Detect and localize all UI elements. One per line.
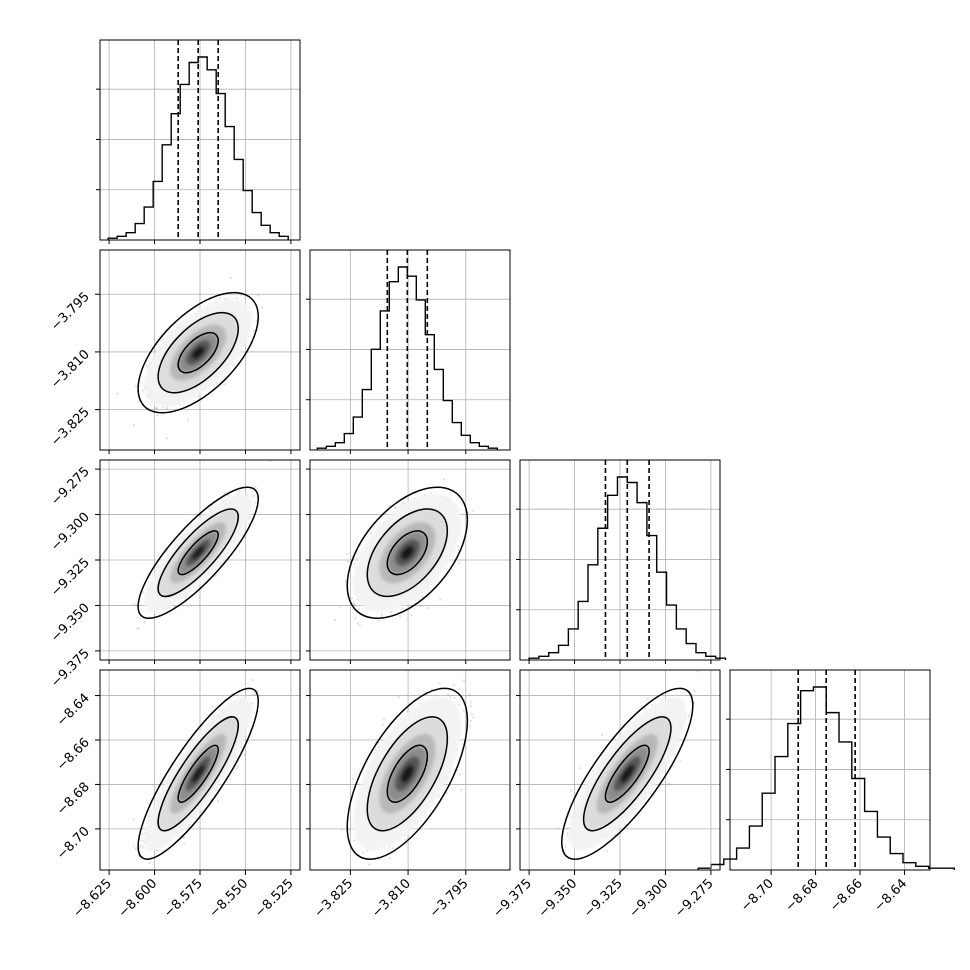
xtick-label-2-4: −9.275	[672, 876, 717, 921]
xtick-label-3-0: −8.70	[738, 876, 777, 915]
contour-3-2-1	[582, 716, 672, 832]
contour-3-0-0	[177, 744, 219, 803]
ytick-label-2-2: −9.325	[48, 555, 93, 600]
ytick-label-3-1: −8.68	[54, 780, 93, 819]
xtick-label-3-2: −8.66	[827, 876, 866, 915]
histogram-panel-1	[306, 249, 511, 451]
contour-3-0-1	[157, 716, 239, 832]
density-fill-2-1-5	[401, 546, 414, 560]
density-fill-3-1-5	[401, 765, 414, 783]
contour-3-0-2	[137, 687, 259, 860]
ytick-label-1-0: −3.825	[48, 405, 93, 450]
density-panel-1-0	[99, 249, 301, 451]
xtick-label-0-1: −8.600	[116, 876, 161, 921]
contour-1-0-2	[137, 291, 259, 414]
xtick-label-2-1: −9.350	[536, 876, 581, 921]
xtick-label-2-2: −9.325	[581, 876, 626, 921]
ytick-label-1-1: −3.810	[48, 347, 93, 392]
density-panel-2-1	[309, 459, 511, 661]
density-panel-3-0	[99, 669, 301, 871]
contour-3-1-0	[386, 744, 429, 803]
contour-3-1-2	[346, 687, 469, 860]
contour-3-2-2	[560, 687, 694, 860]
contour-3-1-1	[366, 716, 449, 832]
panels: −8.625 −8.600 −8.575 −8.550 −8.525 −3.825 −3.8…	[48, 39, 955, 921]
xtick-label-1-2: −3.795	[427, 876, 472, 921]
ytick-label-3-0: −8.70	[54, 824, 93, 863]
contour-2-0-0	[177, 530, 219, 576]
ytick-label-2-0: −9.375	[48, 646, 93, 691]
density-fill-2-0-5	[192, 546, 205, 560]
density-fill-3-0-5	[192, 765, 205, 783]
density-panel-2-0	[99, 459, 301, 661]
xtick-label-3-3: −8.64	[871, 876, 910, 915]
contour-2-0-1	[157, 508, 239, 598]
histogram-panel-2	[516, 459, 727, 661]
hist-frame-3	[729, 669, 931, 871]
hist-frame-1	[309, 249, 511, 451]
density-fill-3-2-5	[620, 765, 634, 783]
contour-1-0-0	[177, 331, 219, 374]
xtick-label-0-2: −8.575	[161, 876, 206, 921]
density-fill-1-0-5	[192, 346, 205, 359]
contour-2-1-1	[366, 508, 449, 598]
xtick-label-0-0: −8.625	[70, 876, 115, 921]
xtick-label-3-1: −8.68	[783, 876, 822, 915]
xtick-label-2-0: −9.375	[490, 876, 535, 921]
ytick-label-3-3: −8.64	[54, 691, 93, 730]
contour-2-0-2	[137, 486, 259, 620]
density-panel-3-2	[519, 669, 721, 871]
xtick-label-2-3: −9.300	[627, 876, 672, 921]
ytick-label-1-2: −3.795	[48, 289, 93, 334]
panel-frame-3-1	[309, 669, 511, 871]
contour-3-2-0	[604, 744, 650, 803]
ytick-label-2-4: −9.275	[48, 464, 93, 509]
xtick-label-1-1: −3.810	[369, 876, 414, 921]
ytick-label-3-2: −8.66	[54, 735, 93, 774]
histogram-panel-0	[96, 39, 301, 241]
histogram-panel-3	[697, 669, 955, 871]
xtick-label-0-4: −8.525	[252, 876, 297, 921]
contour-2-1-2	[346, 486, 469, 620]
xtick-label-1-0: −3.825	[312, 876, 357, 921]
ytick-label-2-1: −9.350	[48, 601, 93, 646]
density-panel-3-1	[309, 669, 511, 871]
contour-1-0-1	[157, 311, 239, 394]
hist-step-1	[316, 266, 499, 450]
ytick-label-2-3: −9.300	[48, 510, 93, 555]
xtick-label-0-3: −8.550	[207, 876, 252, 921]
